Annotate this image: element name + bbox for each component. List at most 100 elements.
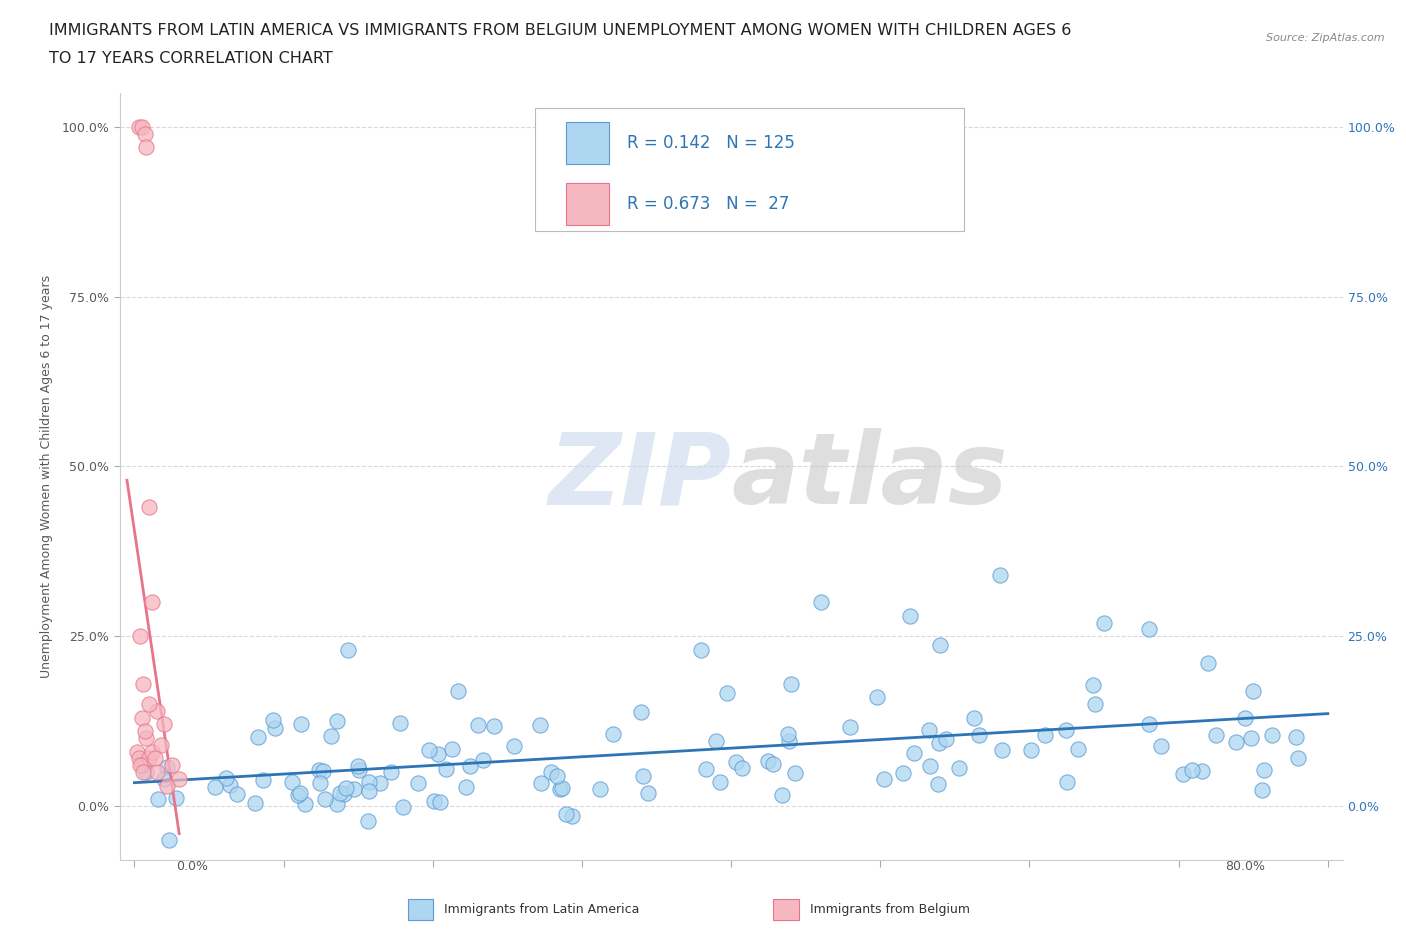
Point: [388, 716, 411, 731]
Point: [309, 775, 332, 790]
Point: [167, 771, 190, 786]
Bar: [567, 122, 609, 164]
Point: [1205, 727, 1227, 742]
Point: [963, 711, 986, 726]
Point: [343, 781, 366, 796]
Point: [156, 778, 179, 793]
Point: [472, 752, 495, 767]
Point: [898, 608, 921, 623]
Point: [132, 764, 155, 779]
Point: [928, 736, 950, 751]
Point: [243, 795, 266, 810]
Point: [165, 790, 187, 805]
Text: Immigrants from Belgium: Immigrants from Belgium: [810, 903, 970, 916]
Point: [129, 629, 152, 644]
Text: Source: ZipAtlas.com: Source: ZipAtlas.com: [1267, 33, 1385, 43]
Point: [128, 120, 150, 135]
Point: [329, 785, 352, 800]
Point: [246, 730, 269, 745]
Point: [1253, 763, 1275, 777]
Point: [1056, 774, 1078, 789]
Point: [762, 756, 785, 771]
Point: [135, 140, 157, 154]
Point: [1150, 739, 1173, 754]
Point: [1261, 727, 1284, 742]
Point: [1033, 727, 1056, 742]
Point: [308, 763, 330, 777]
Point: [141, 744, 163, 759]
Point: [948, 760, 970, 775]
Point: [287, 788, 309, 803]
Point: [153, 771, 176, 786]
Point: [706, 733, 728, 748]
Point: [290, 717, 312, 732]
Point: [215, 770, 238, 785]
Point: [935, 732, 957, 747]
Point: [427, 747, 450, 762]
Point: [1251, 782, 1274, 797]
Point: [440, 742, 463, 757]
Point: [1137, 717, 1160, 732]
Point: [138, 697, 160, 711]
Point: [561, 808, 583, 823]
Point: [138, 751, 160, 765]
Point: [134, 126, 156, 141]
Point: [1137, 622, 1160, 637]
Point: [602, 726, 624, 741]
Point: [839, 720, 862, 735]
Point: [991, 743, 1014, 758]
Point: [482, 718, 505, 733]
Point: [779, 676, 801, 691]
Point: [467, 718, 489, 733]
Point: [1171, 766, 1194, 781]
Point: [418, 742, 440, 757]
Point: [204, 779, 226, 794]
Point: [891, 765, 914, 780]
Point: [778, 733, 800, 748]
Point: [1241, 683, 1264, 698]
Point: [929, 638, 952, 653]
Point: [314, 791, 336, 806]
Point: [357, 775, 380, 790]
Point: [129, 758, 152, 773]
Point: [131, 120, 153, 135]
Point: [637, 786, 659, 801]
Point: [555, 806, 578, 821]
Point: [138, 499, 160, 514]
Point: [131, 711, 153, 725]
Point: [335, 781, 357, 796]
Point: [135, 731, 157, 746]
Point: [135, 765, 157, 780]
Point: [731, 760, 754, 775]
Point: [156, 760, 179, 775]
Point: [134, 724, 156, 738]
Point: [920, 759, 942, 774]
Point: [347, 763, 370, 777]
Point: [319, 729, 342, 744]
Point: [1092, 615, 1115, 630]
Point: [1021, 742, 1043, 757]
Point: [434, 762, 457, 777]
Point: [716, 685, 738, 700]
Point: [988, 567, 1011, 582]
Point: [160, 758, 183, 773]
Point: [347, 759, 370, 774]
Point: [429, 795, 451, 810]
Bar: [567, 183, 609, 225]
Point: [1234, 711, 1257, 726]
Point: [967, 728, 990, 743]
Text: R = 0.142   N = 125: R = 0.142 N = 125: [627, 134, 794, 152]
Point: [128, 751, 150, 765]
Point: [546, 768, 568, 783]
Point: [458, 759, 481, 774]
Point: [709, 775, 731, 790]
Point: [392, 800, 415, 815]
Point: [503, 738, 526, 753]
Point: [903, 746, 925, 761]
FancyBboxPatch shape: [536, 109, 963, 232]
Point: [252, 772, 274, 787]
Point: [1225, 735, 1247, 750]
Text: 0.0%: 0.0%: [176, 860, 208, 873]
Text: 80.0%: 80.0%: [1226, 860, 1265, 873]
Point: [927, 777, 949, 791]
